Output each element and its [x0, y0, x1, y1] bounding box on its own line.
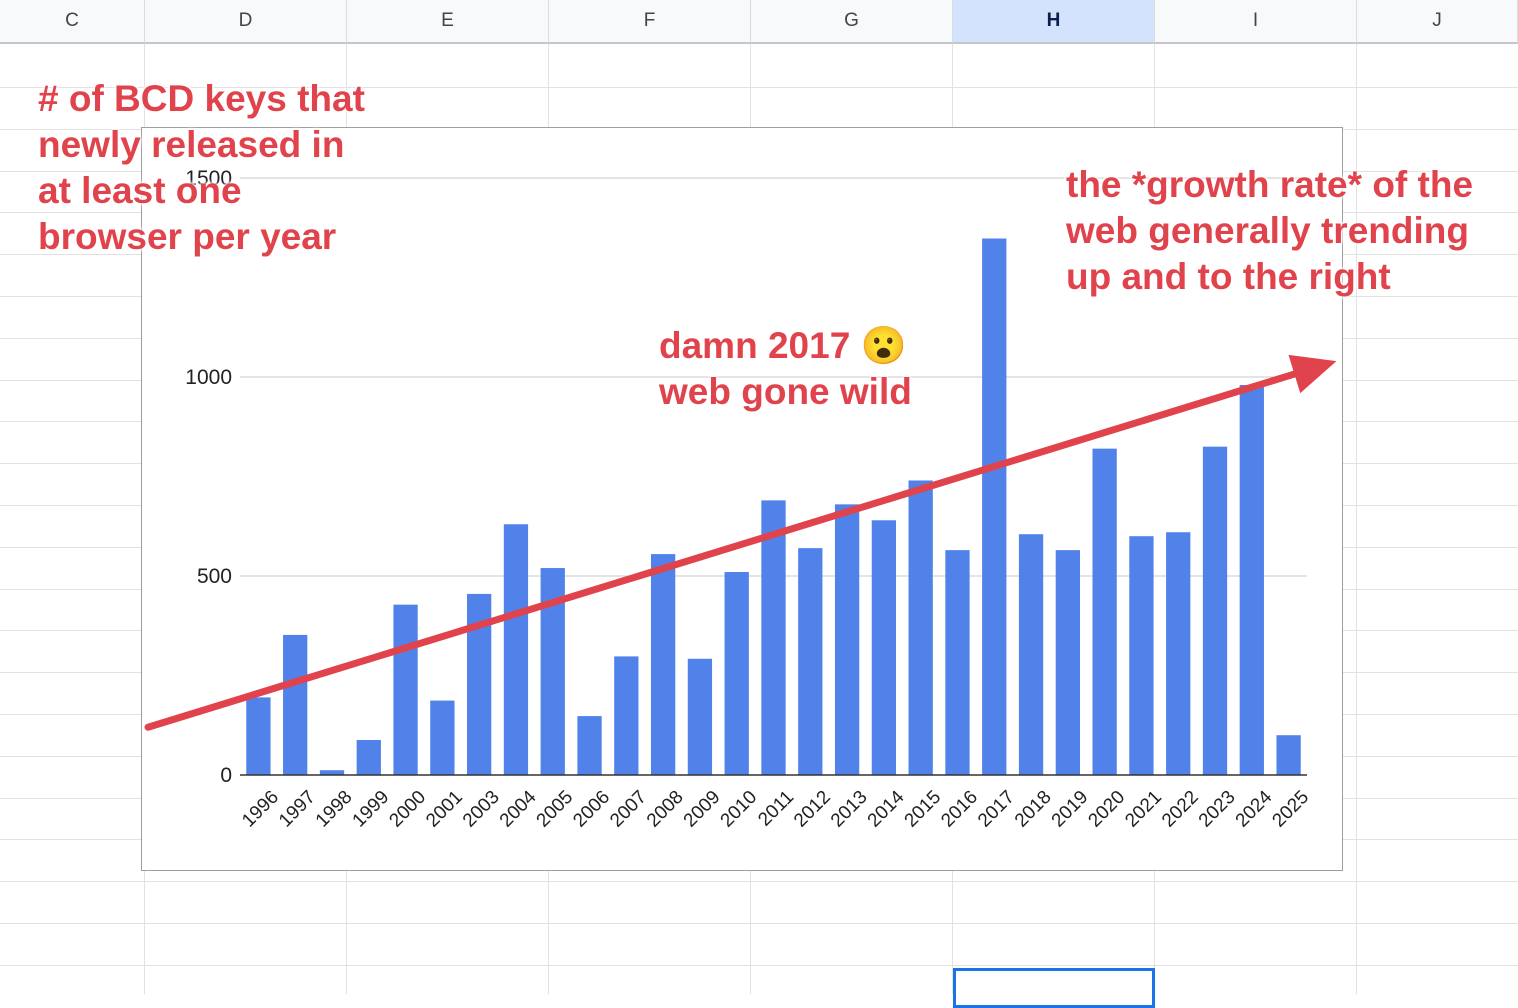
column-header-f[interactable]: F	[549, 0, 751, 44]
column-header-i[interactable]: I	[1155, 0, 1357, 44]
x-tick-label: 2001	[422, 787, 467, 832]
bar	[945, 550, 970, 775]
bar	[319, 770, 345, 775]
title-line: # of BCD keys that	[38, 78, 365, 119]
bar	[1055, 550, 1080, 775]
title-line: newly released in	[38, 124, 345, 165]
row-gridline	[0, 87, 1518, 88]
selected-cell[interactable]	[953, 968, 1155, 1008]
x-tick-label: 2024	[1232, 786, 1277, 831]
x-tick-label: 1997	[275, 787, 320, 832]
x-tick-label: 2019	[1048, 787, 1093, 832]
x-tick-label: 2016	[937, 787, 982, 832]
column-header-e[interactable]: E	[347, 0, 549, 44]
bar	[908, 480, 933, 775]
x-tick-label: 1998	[312, 787, 357, 832]
title-line: browser per year	[38, 216, 337, 257]
trend-line: up and to the right	[1066, 256, 1391, 297]
bar	[246, 697, 271, 775]
x-tick-label: 2020	[1084, 787, 1129, 832]
bar	[982, 238, 1007, 776]
bar	[614, 656, 639, 775]
bar	[577, 716, 602, 775]
y-tick-label: 1000	[185, 366, 232, 389]
bar	[283, 634, 308, 775]
y-tick-label: 1500	[185, 167, 232, 190]
column-header-j[interactable]: J	[1357, 0, 1518, 44]
x-tick-label: 2017	[974, 787, 1019, 832]
x-tick-label: 1996	[238, 787, 283, 832]
x-tick-label: 2012	[790, 787, 835, 832]
spike-line: damn 2017 😮	[659, 325, 907, 366]
column-header-c[interactable]: C	[0, 0, 145, 44]
column-gridline	[1356, 44, 1357, 994]
bar	[430, 700, 455, 775]
bar	[871, 520, 897, 775]
trend-line: web generally trending	[1066, 210, 1469, 251]
trend-annotation: the *growth rate* of the web generally t…	[1066, 162, 1473, 300]
column-header-d[interactable]: D	[145, 0, 347, 44]
y-tick-label: 500	[197, 565, 232, 588]
column-header-h[interactable]: H	[953, 0, 1155, 44]
x-tick-label: 1999	[349, 787, 394, 832]
spike-annotation: damn 2017 😮 web gone wild	[659, 323, 912, 415]
bar	[1129, 536, 1154, 775]
bar	[687, 658, 713, 775]
x-tick-label: 2006	[569, 787, 614, 832]
row-gridline	[0, 881, 1518, 882]
chart[interactable]: 0 500 1000 1500 1996 1997 1998 1999 2000 2001 2003…	[141, 127, 1343, 871]
bar	[724, 572, 749, 775]
x-tick-label: 2015	[901, 787, 946, 832]
x-tick-label: 2003	[459, 787, 504, 832]
trend-arrow-shaft	[144, 370, 1298, 731]
bar	[503, 524, 529, 775]
bar	[798, 548, 823, 775]
bar	[1166, 532, 1191, 775]
x-tick-label: 2004	[496, 786, 541, 831]
bar	[1239, 384, 1264, 775]
bar	[1276, 735, 1301, 775]
trend-arrow-head	[1288, 354, 1337, 394]
bar	[1092, 448, 1117, 775]
bar	[1202, 446, 1228, 775]
x-tick-label: 2005	[533, 787, 578, 832]
x-tick-label: 2025	[1268, 787, 1313, 832]
title-annotation: # of BCD keys that newly released in at …	[38, 76, 365, 260]
x-tick-label: 2007	[606, 787, 651, 832]
x-tick-label: 2018	[1011, 787, 1056, 832]
x-tick-label: 2000	[385, 787, 430, 832]
trend-line: the *growth rate* of the	[1066, 164, 1474, 205]
x-tick-label: 2010	[717, 787, 762, 832]
column-header-g[interactable]: G	[751, 0, 953, 44]
y-tick-label: 0	[220, 764, 232, 787]
row-gridline	[0, 923, 1518, 924]
bar	[761, 500, 786, 775]
x-tick-label: 2014	[864, 786, 909, 831]
x-tick-label: 2023	[1195, 787, 1240, 832]
bar	[834, 504, 860, 775]
row-gridline	[0, 965, 1518, 966]
x-tick-label: 2022	[1158, 787, 1203, 832]
bar	[650, 554, 676, 775]
bar	[1018, 534, 1044, 775]
x-tick-label: 2009	[680, 787, 725, 832]
title-line: at least one	[38, 170, 242, 211]
bar	[393, 604, 418, 775]
x-tick-label: 2011	[754, 787, 798, 831]
spike-line: web gone wild	[659, 371, 912, 412]
x-tick-label: 2008	[643, 787, 688, 832]
x-tick-label: 2013	[827, 787, 872, 832]
bar-chart-svg: 0 500 1000 1500 1996199719981999200020012003…	[144, 167, 1337, 832]
bar	[356, 739, 381, 775]
x-tick-label: 2021	[1121, 787, 1166, 832]
